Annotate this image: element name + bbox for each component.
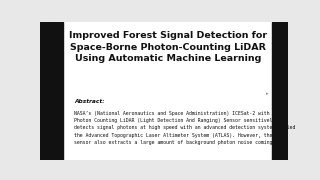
Text: NASA’s (National Aeronautics and Space Administration) ICESat-2 with a
Photon Co: NASA’s (National Aeronautics and Space A…	[75, 111, 296, 145]
Text: Improved Forest Signal Detection for
Space-Borne Photon-Counting LiDAR
Using Aut: Improved Forest Signal Detection for Spa…	[69, 31, 267, 63]
Text: Abstract:: Abstract:	[75, 99, 105, 104]
Text: ▸: ▸	[266, 91, 269, 96]
Bar	[40, 22, 63, 160]
Bar	[272, 22, 288, 160]
Bar	[63, 22, 272, 160]
